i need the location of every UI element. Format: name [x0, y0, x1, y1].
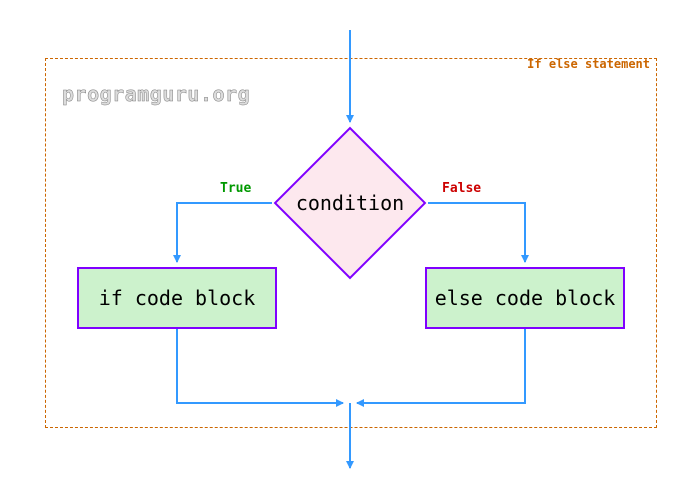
- node-else-block-label: else code block: [435, 286, 616, 310]
- watermark: programguru.org: [62, 82, 250, 106]
- node-condition-label: condition: [280, 191, 420, 215]
- node-if-block: if code block: [77, 267, 277, 329]
- node-if-block-label: if code block: [99, 286, 256, 310]
- edge-label-true: True: [220, 181, 251, 196]
- container-title: If else statement: [527, 57, 650, 71]
- edge-label-false: False: [442, 181, 481, 196]
- node-else-block: else code block: [425, 267, 625, 329]
